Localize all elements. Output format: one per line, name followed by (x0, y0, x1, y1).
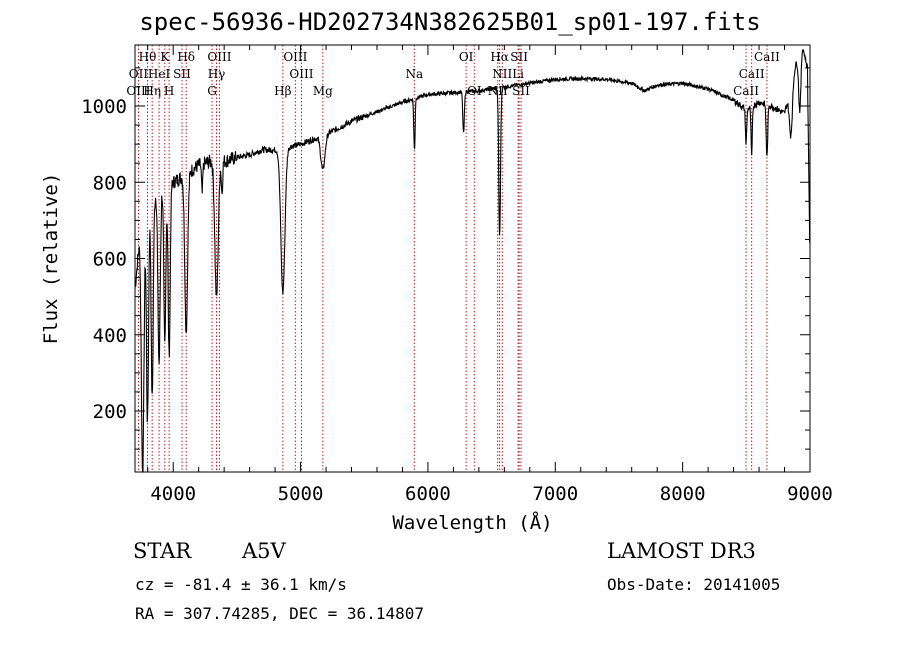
chart-title: spec-56936-HD202734N382625B01_sp01-197.f… (139, 8, 761, 36)
line-label: CaII (739, 67, 765, 81)
line-label: CaII (754, 50, 780, 64)
line-label: Hθ (139, 50, 157, 64)
y-tick-label: 400 (93, 325, 127, 347)
redshift-info: cz = -81.4 ± 36.1 km/s (135, 575, 347, 594)
line-label: OIII (289, 67, 313, 81)
x-tick-label: 6000 (405, 483, 451, 505)
line-label: OIII (207, 50, 231, 64)
line-label: NII (488, 84, 508, 98)
line-label: OII (129, 67, 149, 81)
line-label: Na (405, 67, 423, 81)
y-axis-label: Flux (relative) (40, 173, 62, 345)
y-tick-label: 200 (93, 401, 127, 423)
line-label: G (207, 84, 217, 98)
survey-name: LAMOST DR3 (607, 539, 756, 563)
y-tick-label: 800 (93, 172, 127, 194)
line-label: OI (459, 50, 474, 64)
line-markers (137, 45, 768, 472)
spectral-class: A5V (242, 539, 286, 563)
line-label: Hη (143, 84, 161, 98)
line-label: Hγ (208, 67, 226, 81)
x-tick-label: 7000 (532, 483, 578, 505)
line-label: OIII (126, 84, 150, 98)
line-label: OI (467, 84, 482, 98)
line-label: CaII (733, 84, 759, 98)
y-tick-label: 600 (93, 249, 127, 271)
obs-date: Obs-Date: 20141005 (607, 575, 781, 594)
line-label: Li (512, 67, 524, 81)
y-tick-label: 1000 (81, 96, 127, 118)
line-label: NII (492, 67, 512, 81)
x-tick-label: 9000 (787, 483, 833, 505)
spectrum-line (134, 48, 811, 473)
line-label: SII (173, 67, 191, 81)
x-tick-label: 4000 (150, 483, 196, 505)
plot-frame (134, 44, 811, 473)
line-label: Hβ (274, 84, 291, 98)
line-label: SII (512, 84, 530, 98)
object-type: STAR (133, 539, 192, 563)
coordinates: RA = 307.74285, DEC = 36.14807 (135, 604, 424, 623)
line-label: HeI (148, 67, 171, 81)
line-label: Hδ (177, 50, 195, 64)
x-axis-label: Wavelength (Å) (392, 511, 552, 534)
x-tick-label: 8000 (660, 483, 706, 505)
axis-ticks: 4000 5000 6000 7000 8000 9000 200 400 600 800 1000 (81, 45, 833, 505)
line-label: Mg (313, 84, 333, 98)
x-tick-label: 5000 (278, 483, 324, 505)
line-label: Hα (490, 50, 509, 64)
line-label: OIII (283, 50, 307, 64)
line-label: SII (510, 50, 528, 64)
line-label: K (160, 50, 170, 64)
line-label: H (164, 84, 174, 98)
